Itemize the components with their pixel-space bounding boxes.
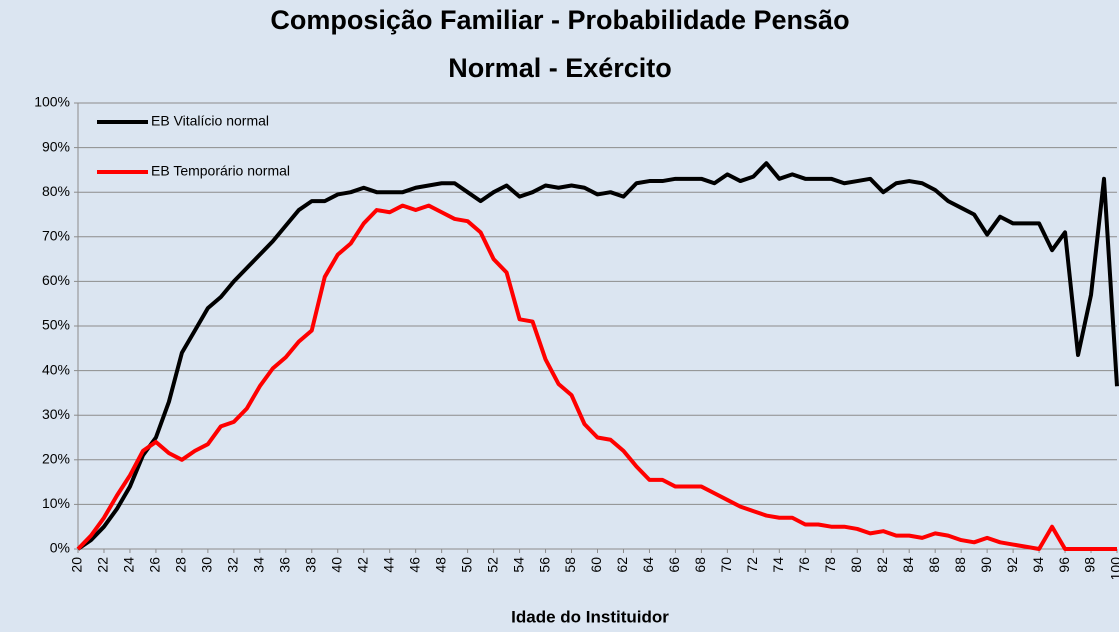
x-tick-label: 62 [614,557,630,573]
x-tick-label: 96 [1056,557,1072,573]
x-tick-label: 34 [251,557,267,573]
x-tick-label: 92 [1004,557,1020,573]
x-tick-label: 22 [95,557,111,573]
chart-title: Composição Familiar - Probabilidade Pens… [270,5,849,35]
x-tick-label: 36 [277,557,293,573]
x-tick-label: 64 [640,557,656,573]
y-tick-label: 10% [42,495,70,511]
x-tick-label: 84 [900,557,916,573]
x-tick-label: 28 [173,557,189,573]
x-axis-title: Idade do Instituidor [511,607,669,626]
x-tick-label: 78 [822,557,838,573]
chart-title: Normal - Exército [448,53,672,83]
x-tick-label: 48 [432,557,448,573]
y-tick-label: 0% [50,540,70,556]
y-tick-label: 60% [42,272,70,288]
x-tick-label: 76 [796,557,812,573]
x-tick-label: 30 [199,557,215,573]
x-tick-label: 60 [588,557,604,573]
y-tick-label: 50% [42,317,70,333]
y-tick-label: 70% [42,228,70,244]
x-tick-label: 42 [354,557,370,573]
x-tick-label: 32 [225,557,241,573]
x-tick-label: 70 [718,557,734,573]
x-tick-label: 100 [1108,557,1119,581]
x-tick-label: 56 [536,557,552,573]
x-tick-label: 82 [874,557,890,573]
y-tick-label: 90% [42,138,70,154]
x-tick-label: 26 [147,557,163,573]
x-tick-label: 66 [666,557,682,573]
x-tick-label: 20 [69,557,85,573]
x-tick-label: 88 [952,557,968,573]
y-tick-label: 100% [34,94,70,110]
y-tick-label: 30% [42,406,70,422]
y-tick-label: 80% [42,183,70,199]
x-tick-label: 68 [692,557,708,573]
x-tick-label: 74 [770,557,786,573]
x-tick-label: 80 [848,557,864,573]
x-tick-label: 52 [484,557,500,573]
x-tick-label: 90 [978,557,994,573]
x-tick-label: 44 [380,557,396,573]
x-tick-label: 54 [510,557,526,573]
series-line [76,161,1119,551]
legend-label: EB Vitalício normal [151,113,269,129]
y-tick-label: 40% [42,361,70,377]
x-tick-label: 46 [406,557,422,573]
series-line [76,203,1117,551]
x-tick-label: 50 [458,557,474,573]
x-tick-label: 40 [328,557,344,573]
x-tick-label: 24 [121,557,137,573]
x-tick-label: 58 [562,557,578,573]
x-tick-label: 86 [926,557,942,573]
x-tick-label: 72 [744,557,760,573]
x-tick-label: 38 [302,557,318,573]
legend-label: EB Temporário normal [151,163,290,179]
x-tick-label: 94 [1030,557,1046,573]
y-tick-label: 20% [42,451,70,467]
x-tick-label: 98 [1082,557,1098,573]
